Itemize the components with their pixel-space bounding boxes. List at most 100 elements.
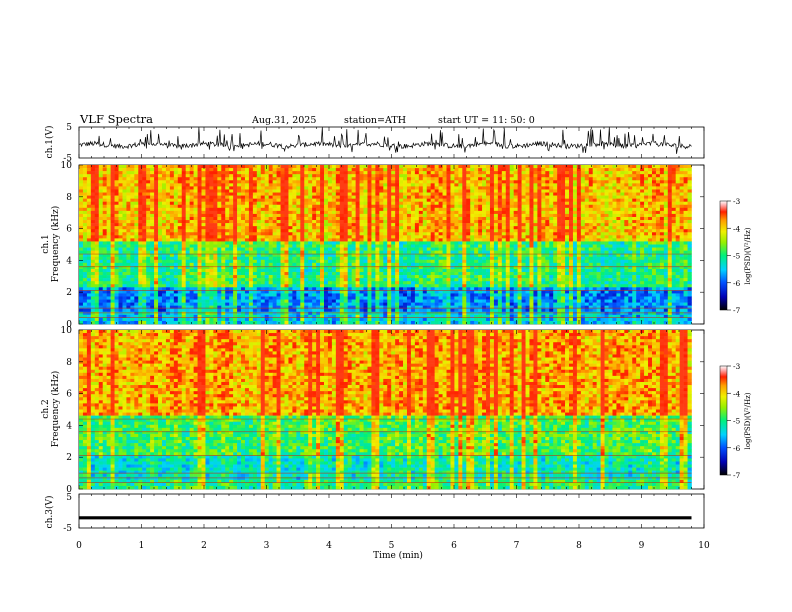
spectrogram-cell — [213, 220, 218, 224]
spectrogram-cell — [651, 250, 657, 254]
spectrogram-cell — [557, 168, 562, 172]
spectrogram-cell — [466, 165, 471, 169]
spectrogram-cell — [264, 204, 269, 209]
spectrogram-cell — [525, 232, 530, 236]
spectrogram-cell — [486, 238, 491, 242]
spectrogram-cell — [533, 204, 538, 209]
spectrogram-cell — [576, 223, 582, 227]
spectrogram-cell — [438, 171, 443, 175]
spectrogram-cell — [655, 256, 661, 261]
spectrogram-cell — [173, 259, 179, 264]
spectrogram-cell — [399, 183, 404, 187]
spectrogram-cell — [569, 180, 574, 184]
spectrogram-cell — [268, 171, 273, 175]
spectrogram-cell — [497, 198, 503, 202]
spectrogram-cell — [632, 223, 637, 227]
spectrogram-cell — [335, 198, 341, 202]
spectrogram-cell — [596, 253, 601, 258]
spectrogram-cell — [169, 232, 175, 236]
spectrogram-cell — [489, 198, 495, 202]
spectrogram-cell — [177, 232, 183, 236]
spectrogram-cell — [304, 256, 309, 261]
spectrogram-cell — [624, 232, 629, 236]
spectrogram-cell — [470, 186, 475, 190]
spectrogram-cell — [82, 174, 88, 178]
spectrogram-cell — [296, 250, 301, 254]
spectrogram-cell — [331, 220, 337, 224]
spectrogram-cell — [667, 201, 673, 206]
spectrogram-cell — [158, 235, 163, 239]
spectrogram-cell — [458, 177, 463, 181]
spectrogram-cell — [659, 250, 665, 254]
spectrogram-cell — [513, 238, 518, 242]
spectrogram-cell — [343, 180, 349, 184]
spectrogram-cell — [482, 247, 487, 251]
spectrogram-cell — [134, 177, 139, 181]
spectrogram-cell — [248, 244, 254, 248]
spectrogram-cell — [150, 223, 155, 227]
spectrogram-cell — [185, 223, 190, 227]
spectrogram-cell — [620, 238, 625, 242]
spectrogram-cell — [165, 195, 171, 199]
spectrogram-cell — [241, 241, 246, 245]
spectrogram-cell — [252, 198, 258, 202]
spectrogram-cell — [217, 186, 222, 190]
spectrogram-cell — [403, 198, 408, 202]
spectrogram-cell — [327, 165, 333, 169]
spectrogram-cell — [608, 174, 613, 178]
spectrogram-cell — [478, 220, 483, 224]
spectrogram-cell — [217, 210, 222, 215]
spectrogram-cell — [663, 174, 669, 178]
spectrogram-cell — [592, 168, 597, 172]
spectrogram-cell — [486, 256, 491, 261]
spectrogram-cell — [648, 213, 653, 218]
spectrogram-cell — [288, 186, 293, 190]
spectrogram-cell — [659, 192, 665, 196]
spectrogram-cell — [632, 238, 637, 242]
spectrogram-cell — [335, 232, 341, 236]
spectrogram-cell — [217, 235, 222, 239]
spectrogram-cell — [482, 198, 487, 202]
spectrogram-cell — [359, 256, 364, 261]
spectrogram-cell — [466, 250, 471, 254]
spectrogram-cell — [324, 220, 329, 224]
spectrogram-cell — [217, 180, 222, 184]
spectrogram-cell — [221, 244, 226, 248]
spectrogram-cell — [422, 210, 428, 215]
spectrogram-cell — [482, 195, 487, 199]
spectrogram-cell — [130, 244, 135, 248]
spectrogram-cell — [225, 259, 230, 264]
spectrogram-cell — [367, 229, 372, 233]
spectrogram-cell — [383, 247, 388, 251]
spectrogram-cell — [466, 204, 471, 209]
spectrogram-cell — [375, 250, 380, 254]
spectrogram-cell — [513, 171, 518, 175]
spectrogram-cell — [493, 247, 499, 251]
spectrogram-cell — [221, 223, 226, 227]
spectrogram-cell — [612, 186, 617, 190]
spectrogram-cell — [612, 244, 617, 248]
spectrogram-cell — [82, 183, 88, 187]
spectrogram-cell — [197, 195, 202, 199]
spectrogram-cell — [284, 165, 289, 169]
spectrogram-cell — [640, 247, 645, 251]
spectrogram-cell — [114, 247, 119, 251]
spectrogram-cell — [248, 226, 254, 230]
spectrogram-cell — [201, 232, 206, 236]
spectrogram-cell — [296, 183, 301, 187]
spectrogram-cell — [161, 220, 167, 224]
spectrogram-cell — [391, 232, 396, 236]
spectrogram-cell — [229, 250, 234, 254]
spectrogram-cell — [351, 244, 356, 248]
spectrogram-cell — [134, 192, 139, 196]
spectrogram-cell — [154, 220, 159, 224]
spectrogram-cell — [422, 198, 428, 202]
spectrogram-cell — [193, 207, 198, 212]
spectrogram-cell — [316, 226, 321, 230]
spectrogram-cell — [197, 168, 202, 172]
spectrogram-cell — [410, 168, 416, 172]
spectrogram-cell — [142, 247, 147, 251]
spectrogram-cell — [612, 198, 617, 202]
spectrogram-cell — [478, 241, 483, 245]
spectrogram-cell — [620, 241, 625, 245]
